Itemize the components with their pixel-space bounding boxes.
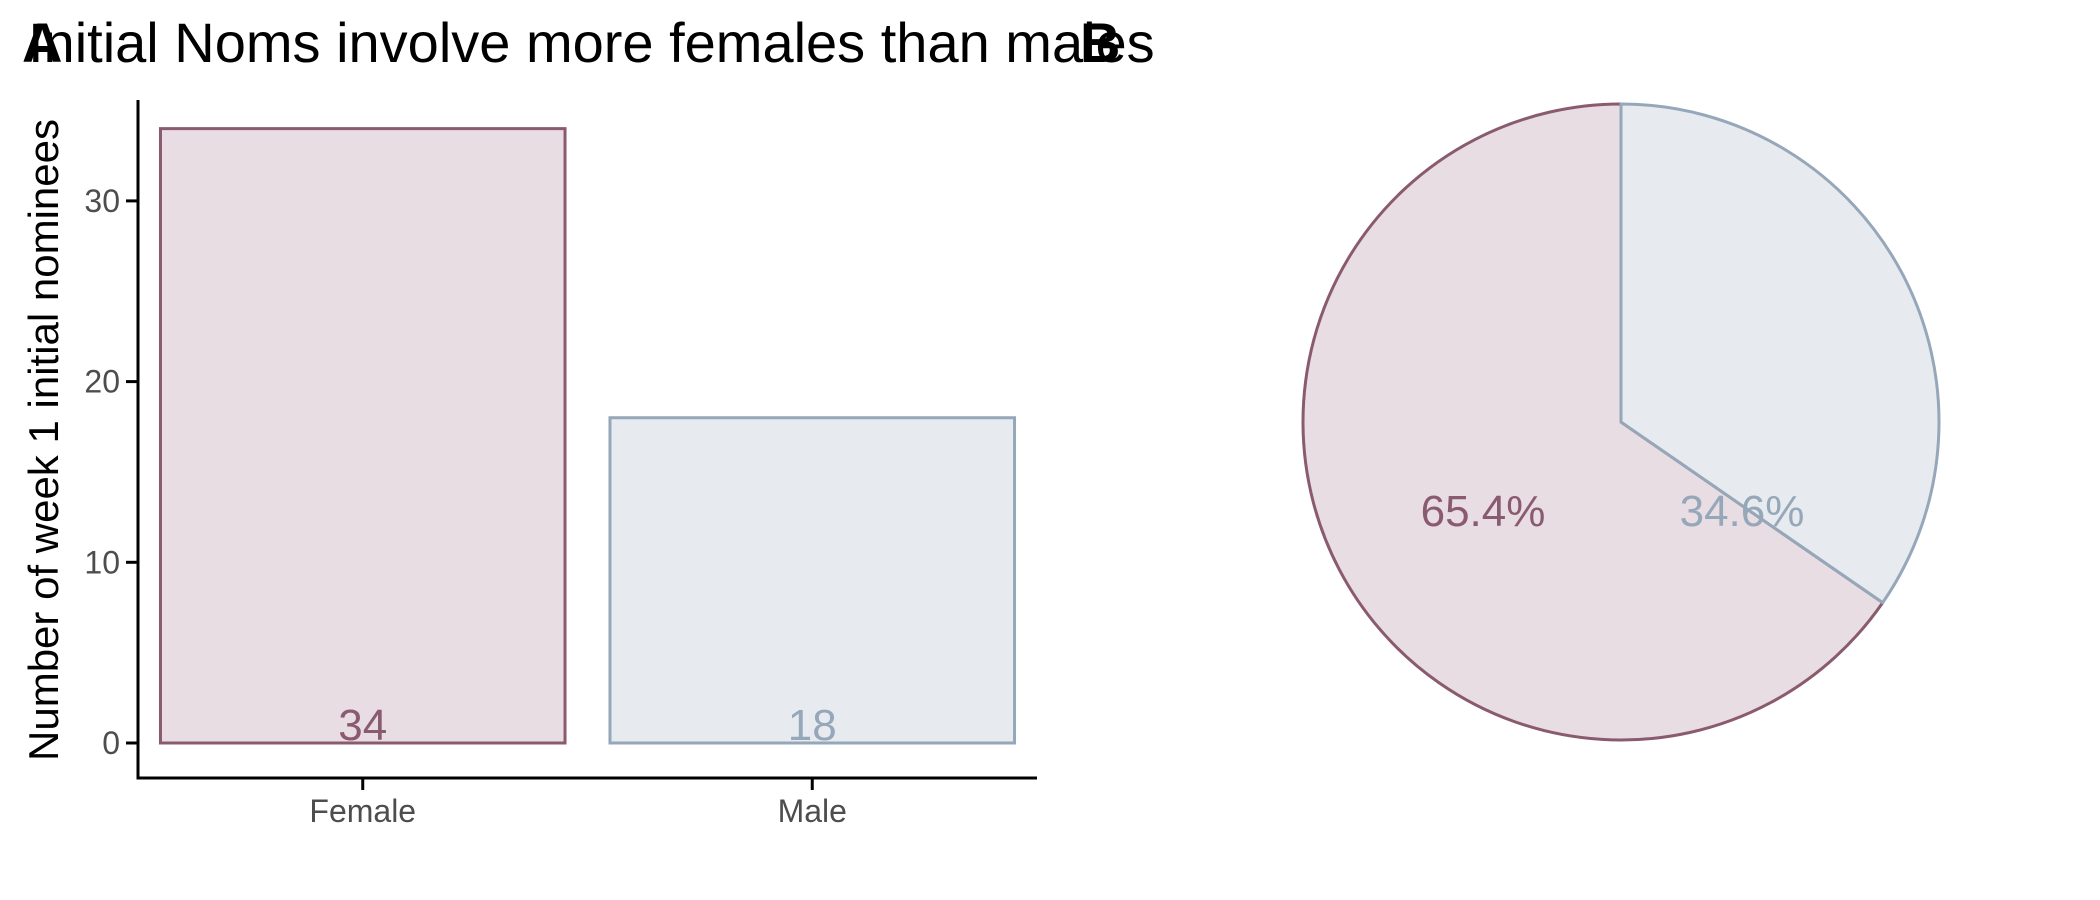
x-tick-label: Female <box>309 793 416 829</box>
y-tick-label: 30 <box>84 183 120 219</box>
chart-title: Initial Noms involve more females than m… <box>28 11 1155 74</box>
y-tick-label: 0 <box>102 725 120 761</box>
pie-chart: 65.4% 34.6% <box>1301 102 1941 742</box>
pie-slice-female <box>1301 102 1885 742</box>
bars <box>158 127 1017 745</box>
x-tick-label: Male <box>778 793 847 829</box>
pie-slice-male <box>1619 102 1941 605</box>
pie-slices <box>1301 102 1941 742</box>
y-axis-label: Number of week 1 initial nominees <box>20 119 67 761</box>
bar-female <box>158 127 567 745</box>
bar-male <box>608 416 1017 745</box>
bar-chart: Number of week 1 initial nominees 0 10 20 3… <box>20 100 1037 829</box>
y-ticks: 0 10 20 30 <box>84 183 138 761</box>
bar-label-male: 18 <box>788 701 837 750</box>
x-ticks: Female Male <box>309 778 847 829</box>
pie-label-male: 34.6% <box>1680 487 1805 536</box>
panel-b-tag: B <box>1080 11 1120 74</box>
y-tick-label: 10 <box>84 544 120 580</box>
pie-label-female: 65.4% <box>1421 487 1546 536</box>
bar-label-female: 34 <box>338 701 387 750</box>
pie-labels: 65.4% 34.6% <box>1421 487 1805 536</box>
bar-data-labels: 34 18 <box>338 701 836 750</box>
panel-a-tag: A <box>22 11 62 74</box>
y-tick-label: 20 <box>84 364 120 400</box>
